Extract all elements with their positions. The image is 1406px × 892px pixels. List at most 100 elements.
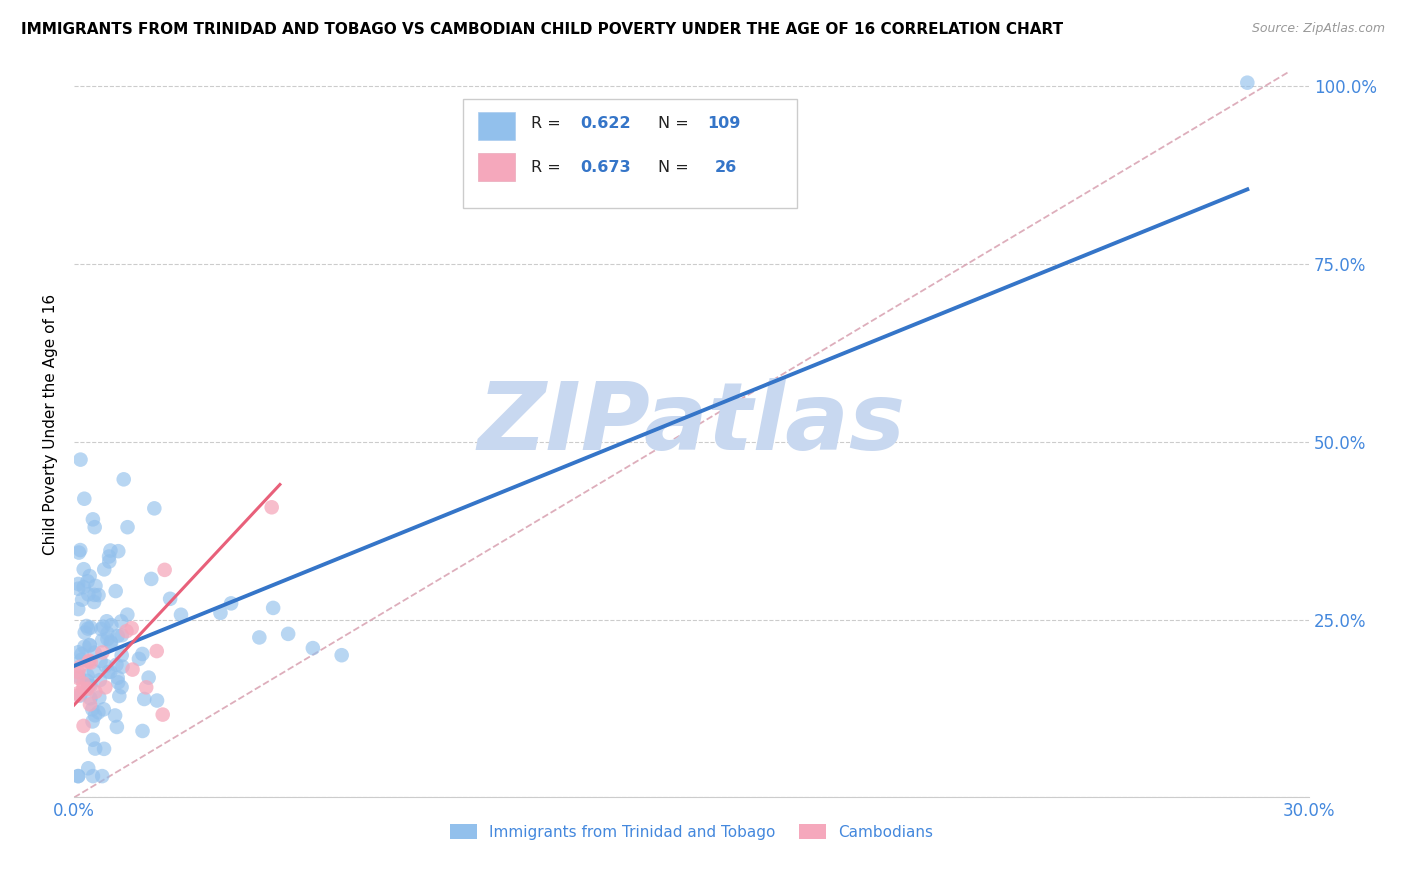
Bar [478,112,515,140]
Text: R =: R = [531,161,565,176]
Text: 26: 26 [716,161,737,176]
Point [83,520,105,534]
Point [67,645,90,659]
Point [84,579,107,593]
Point [94,658,117,673]
Point [79,654,101,668]
Text: N =: N = [658,116,695,131]
Point [79,691,101,706]
Point [80,621,103,635]
Point [70,647,93,661]
Point [67,686,90,700]
Point [143,501,166,516]
Point [76,681,98,696]
Point [82,714,104,729]
Point [110,680,132,694]
Point [111,628,134,642]
Point [77,655,100,669]
Point [77,622,100,636]
Point [82,512,104,526]
Point [82,732,104,747]
Point [77,761,100,775]
Text: 0.673: 0.673 [581,161,631,176]
Text: 109: 109 [707,116,741,131]
Point [108,689,131,703]
Legend: Immigrants from Trinidad and Tobago, Cambodians: Immigrants from Trinidad and Tobago, Cam… [444,818,939,846]
Point [67,577,90,591]
Point [67,769,90,783]
Bar [478,153,515,181]
Point [91,633,114,648]
Point [67,582,90,596]
Point [84,685,107,699]
Point [69,660,91,674]
Point [277,627,299,641]
Point [67,669,90,683]
Point [100,543,122,558]
Point [1236,76,1258,90]
Point [93,742,115,756]
Point [80,656,103,670]
Point [107,675,129,690]
Point [72,719,94,733]
Point [76,673,98,688]
Point [121,621,143,635]
Point [76,668,98,682]
Point [247,631,270,645]
Point [69,689,91,703]
Point [70,653,93,667]
Point [107,544,129,558]
Point [73,491,96,506]
Point [67,545,90,559]
Point [96,614,118,628]
Point [110,615,132,629]
Point [111,659,134,673]
Point [82,769,104,783]
Point [79,679,101,693]
Point [87,588,110,602]
Point [93,562,115,576]
Point [93,702,115,716]
Text: R =: R = [531,116,565,131]
Point [89,673,111,687]
Point [111,648,134,663]
Point [73,562,96,576]
Text: ZIPatlas: ZIPatlas [478,378,905,470]
Point [73,640,96,654]
Point [135,681,157,695]
Point [100,635,122,649]
Point [83,664,105,678]
Point [73,625,96,640]
Point [77,587,100,601]
Point [83,646,105,660]
Point [105,720,128,734]
Point [90,622,112,636]
Point [87,706,110,720]
Point [79,638,101,652]
Point [138,671,160,685]
Point [79,698,101,712]
Point [96,632,118,646]
Text: Source: ZipAtlas.com: Source: ZipAtlas.com [1251,22,1385,36]
Point [117,520,139,534]
Point [96,626,118,640]
Point [67,689,90,703]
Text: 0.622: 0.622 [581,116,631,131]
Point [100,618,122,632]
Point [91,645,114,659]
Point [77,679,100,693]
Point [112,472,135,486]
Point [84,741,107,756]
Point [70,592,93,607]
Point [153,563,176,577]
Point [209,606,232,620]
Point [69,452,91,467]
Point [131,647,153,661]
Point [100,636,122,650]
Point [67,665,90,679]
Point [91,769,114,783]
Point [83,588,105,602]
Point [170,607,193,622]
Point [104,708,127,723]
Point [146,693,169,707]
